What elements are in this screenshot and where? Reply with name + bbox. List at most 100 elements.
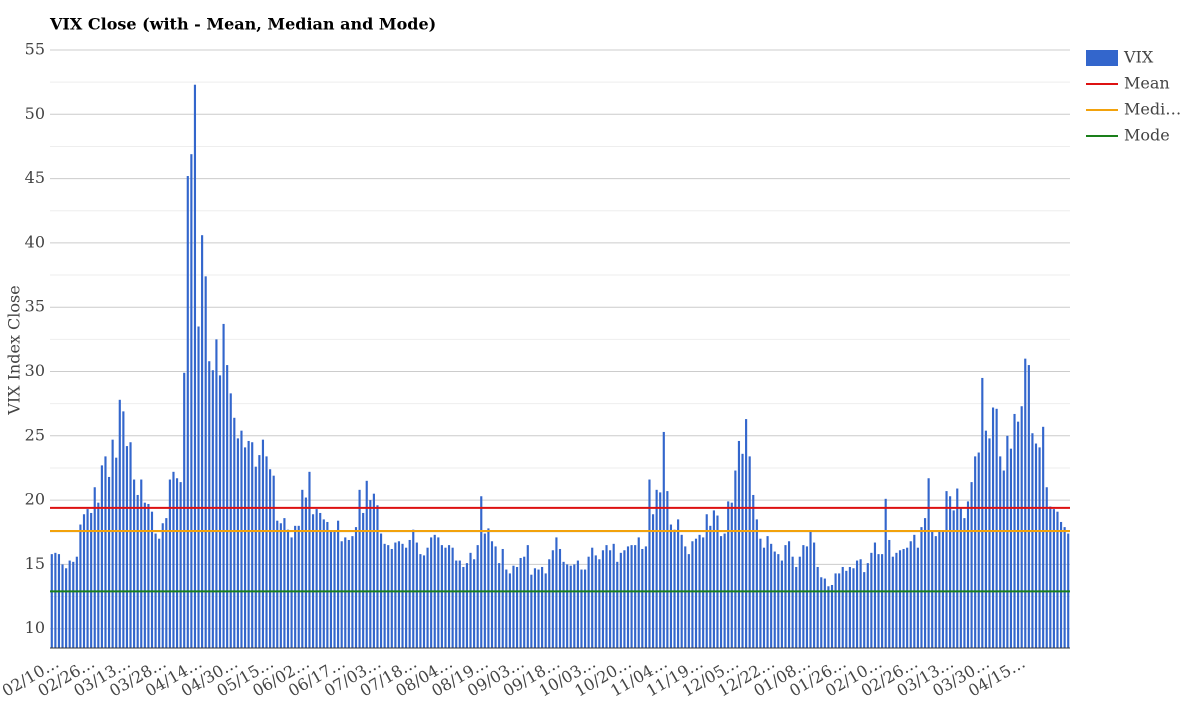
- bar: [802, 545, 805, 648]
- bar: [777, 554, 780, 648]
- bar: [952, 510, 955, 648]
- bar: [480, 496, 483, 648]
- bar: [204, 276, 207, 648]
- bar: [57, 554, 61, 648]
- bar: [562, 561, 565, 648]
- bar: [372, 493, 375, 648]
- bar: [619, 552, 622, 648]
- legend-label: Mean: [1124, 74, 1170, 93]
- bar: [770, 543, 773, 648]
- bar: [659, 492, 662, 648]
- bar: [437, 537, 440, 648]
- bar: [158, 538, 161, 648]
- bar: [673, 529, 676, 648]
- bar: [315, 509, 318, 648]
- bar: [881, 554, 884, 648]
- bar: [920, 527, 923, 648]
- bar: [383, 543, 386, 648]
- bar: [75, 556, 78, 648]
- bar: [755, 519, 758, 648]
- bar: [100, 465, 103, 648]
- y-tick-label: 25: [25, 425, 45, 444]
- bar: [415, 542, 418, 648]
- bar: [337, 520, 340, 648]
- bar: [286, 529, 290, 648]
- bar: [798, 556, 801, 648]
- bar: [963, 518, 966, 648]
- bar: [927, 478, 930, 648]
- bar: [573, 564, 576, 648]
- bar: [229, 393, 232, 648]
- bar: [684, 546, 687, 648]
- bar: [172, 471, 175, 648]
- bar: [61, 564, 64, 648]
- bar: [820, 577, 823, 648]
- bar: [1006, 435, 1009, 648]
- y-tick-label: 55: [25, 40, 45, 59]
- bar: [161, 523, 164, 648]
- bar: [487, 528, 490, 648]
- bar: [677, 519, 680, 648]
- bar: [118, 399, 121, 648]
- bar: [827, 586, 830, 648]
- bar: [909, 541, 912, 648]
- bar: [787, 541, 791, 648]
- legend-swatch: [1086, 50, 1118, 66]
- bar: [734, 470, 737, 648]
- bar: [873, 542, 877, 648]
- bar: [97, 502, 100, 648]
- bar: [512, 565, 515, 648]
- bar: [129, 442, 132, 648]
- bar: [941, 530, 945, 648]
- bar: [236, 438, 239, 648]
- bar: [311, 514, 315, 648]
- bar: [308, 471, 311, 648]
- bar: [455, 560, 458, 648]
- y-tick-label: 30: [25, 361, 45, 380]
- bar: [705, 514, 708, 648]
- bar: [369, 500, 372, 648]
- bar: [609, 550, 612, 648]
- bar: [498, 563, 501, 648]
- bar: [712, 510, 715, 648]
- bar: [970, 482, 973, 648]
- bar: [304, 497, 307, 648]
- bar: [995, 408, 998, 648]
- bar: [197, 326, 200, 648]
- bar: [412, 529, 415, 648]
- bar: [1034, 443, 1038, 648]
- bar: [530, 574, 533, 648]
- bar: [974, 456, 977, 648]
- y-tick-label: 10: [25, 618, 45, 637]
- bar: [991, 407, 995, 648]
- bar: [86, 509, 89, 648]
- bar: [326, 521, 329, 648]
- bar: [508, 573, 511, 648]
- bar: [122, 411, 125, 648]
- bar: [208, 361, 211, 648]
- bar: [201, 235, 204, 648]
- bar: [816, 566, 819, 648]
- bar: [877, 554, 880, 648]
- bar: [945, 491, 948, 648]
- bar: [505, 569, 508, 648]
- bar: [662, 431, 665, 648]
- legend-label: Medi…: [1124, 100, 1181, 119]
- bar: [916, 547, 919, 648]
- bar: [50, 554, 53, 648]
- bar: [107, 476, 111, 648]
- bar: [362, 512, 365, 648]
- bar: [401, 543, 404, 648]
- bar: [702, 537, 705, 648]
- bar: [841, 566, 844, 648]
- bar: [1027, 365, 1030, 648]
- bar: [319, 512, 322, 648]
- bar: [1042, 426, 1045, 648]
- bar: [598, 559, 601, 648]
- y-tick-label: 35: [25, 297, 45, 316]
- y-tick-label: 45: [25, 168, 45, 187]
- bar: [494, 546, 497, 648]
- bar: [222, 323, 225, 648]
- bar: [612, 543, 615, 648]
